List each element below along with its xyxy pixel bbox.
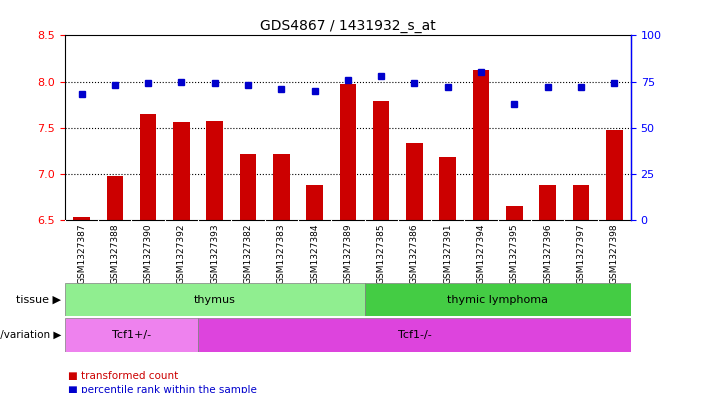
Text: thymus: thymus — [194, 295, 236, 305]
Bar — [206, 121, 223, 220]
Text: GSM1327396: GSM1327396 — [543, 223, 552, 284]
Bar — [239, 154, 257, 220]
Text: GSM1327386: GSM1327386 — [410, 223, 419, 284]
Text: GSM1327395: GSM1327395 — [510, 223, 519, 284]
Bar — [473, 70, 490, 220]
Bar — [140, 114, 156, 220]
Title: GDS4867 / 1431932_s_at: GDS4867 / 1431932_s_at — [260, 19, 435, 33]
Bar — [198, 318, 631, 352]
Bar — [373, 101, 389, 220]
Text: tissue ▶: tissue ▶ — [17, 295, 61, 305]
Bar — [506, 206, 523, 220]
Text: GSM1327388: GSM1327388 — [110, 223, 120, 284]
Text: GSM1327389: GSM1327389 — [343, 223, 353, 284]
Bar — [340, 84, 356, 220]
Text: GSM1327392: GSM1327392 — [177, 223, 186, 284]
Bar — [365, 283, 631, 316]
Bar — [65, 318, 198, 352]
Text: GSM1327398: GSM1327398 — [610, 223, 619, 284]
Text: ■ transformed count: ■ transformed count — [68, 371, 179, 381]
Text: genotype/variation ▶: genotype/variation ▶ — [0, 330, 61, 340]
Bar — [539, 185, 556, 220]
Text: GSM1327391: GSM1327391 — [443, 223, 452, 284]
Bar — [65, 283, 365, 316]
Text: GSM1327387: GSM1327387 — [77, 223, 86, 284]
Bar — [606, 130, 622, 220]
Bar — [107, 176, 123, 220]
Text: GSM1327384: GSM1327384 — [310, 223, 319, 284]
Bar — [74, 217, 90, 220]
Bar — [572, 185, 589, 220]
Text: GSM1327397: GSM1327397 — [576, 223, 585, 284]
Bar — [439, 157, 456, 220]
Bar — [406, 143, 423, 220]
Text: GSM1327390: GSM1327390 — [143, 223, 153, 284]
Text: GSM1327385: GSM1327385 — [376, 223, 386, 284]
Text: GSM1327382: GSM1327382 — [244, 223, 252, 284]
Text: thymic lymphoma: thymic lymphoma — [447, 295, 548, 305]
Bar — [273, 154, 290, 220]
Text: GSM1327394: GSM1327394 — [477, 223, 485, 284]
Text: ■ percentile rank within the sample: ■ percentile rank within the sample — [68, 385, 257, 393]
Bar — [173, 122, 190, 220]
Text: GSM1327383: GSM1327383 — [277, 223, 286, 284]
Text: Tcf1-/-: Tcf1-/- — [397, 330, 431, 340]
Bar — [306, 185, 323, 220]
Text: Tcf1+/-: Tcf1+/- — [112, 330, 151, 340]
Text: GSM1327393: GSM1327393 — [211, 223, 219, 284]
